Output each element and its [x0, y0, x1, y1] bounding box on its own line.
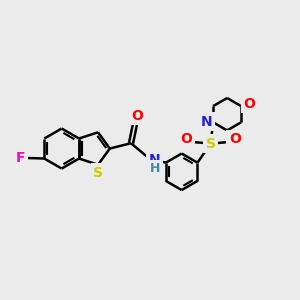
Text: N: N	[149, 153, 161, 167]
Text: O: O	[181, 132, 193, 146]
Text: O: O	[229, 132, 241, 146]
Text: O: O	[131, 109, 143, 123]
Text: N: N	[201, 115, 212, 129]
Text: F: F	[16, 151, 26, 165]
Text: H: H	[149, 162, 160, 175]
Text: S: S	[206, 136, 216, 151]
Text: O: O	[243, 97, 255, 111]
Text: S: S	[93, 166, 103, 180]
